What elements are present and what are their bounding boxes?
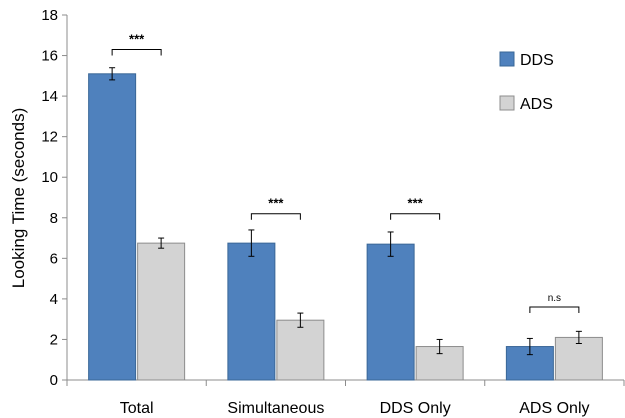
legend-label-dds: DDS	[520, 52, 554, 69]
bar-dds	[366, 243, 415, 381]
significance-label: n.s	[548, 293, 561, 304]
y-tick-label: 16	[41, 48, 58, 65]
y-tick-label: 2	[50, 331, 58, 348]
y-tick-label: 4	[50, 291, 58, 308]
x-tick-label: DDS Only	[380, 400, 451, 417]
y-tick-label: 0	[50, 372, 58, 389]
bar-ads	[137, 242, 186, 381]
significance-label: ***	[129, 31, 145, 46]
legend: DDS ADS	[499, 51, 554, 113]
legend-swatch-ads	[499, 95, 515, 111]
significance-bracket	[529, 306, 580, 313]
significance-bracket	[390, 213, 441, 220]
bar-dds	[227, 242, 276, 381]
x-tick-label: Total	[120, 400, 154, 417]
significance-label: ***	[408, 196, 424, 211]
x-tick-label: ADS Only	[519, 400, 589, 417]
x-tick-label: Simultaneous	[227, 400, 324, 417]
legend-swatch-dds	[499, 51, 515, 67]
y-tick-label: 18	[41, 7, 58, 24]
y-tick-label: 10	[41, 169, 58, 186]
y-tick-label: 8	[50, 210, 58, 227]
significance-label: ***	[268, 196, 284, 211]
legend-label-ads: ADS	[520, 96, 553, 113]
y-tick-label: 6	[50, 250, 58, 267]
bar-dds	[88, 73, 137, 381]
bar-ads	[276, 319, 325, 381]
y-tick-label: 12	[41, 129, 58, 146]
y-tick-label: 14	[41, 88, 58, 105]
significance-bracket	[111, 48, 162, 56]
significance-bracket	[250, 213, 301, 220]
y-axis-title: Looking Time (seconds)	[9, 108, 28, 288]
plot-area: 0 2 4 6 8 10 12 14 16 18 Total Simultaneous DDS Only…	[41, 7, 625, 417]
